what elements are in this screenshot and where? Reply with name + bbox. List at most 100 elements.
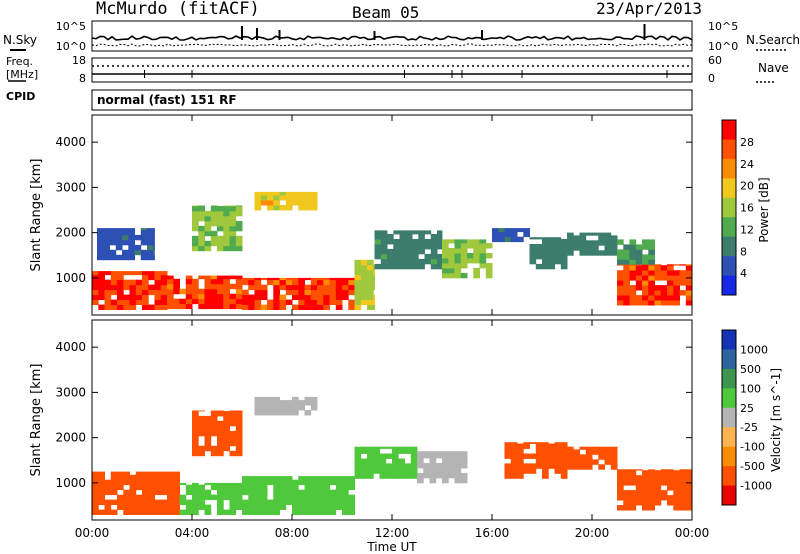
heatmap-cell [323,304,330,310]
heatmap-cell [103,229,110,236]
heatmap-cell [629,469,637,471]
heatmap-cell [635,270,643,276]
heatmap-cell [504,468,512,474]
heatmap-cell [473,267,480,274]
heatmap-cell [629,505,637,511]
heatmap-cell [109,229,117,236]
heatmap-cell [229,499,237,505]
heatmap-cell [298,191,305,196]
heatmap-cell [104,284,112,291]
heatmap-cell [387,234,394,240]
heatmap-cell [160,489,168,496]
heatmap-cell [373,448,380,454]
heatmap-cell [367,294,374,300]
heatmap-cell [629,495,637,501]
colorbar-swatch [722,407,736,428]
heatmap-cell [648,470,655,476]
colorbar-tick-label: 4 [740,267,747,280]
heatmap-cell [610,454,618,460]
heatmap-cell [285,405,293,411]
heatmap-cell [217,450,224,457]
heatmap-cell [267,200,274,206]
heatmap-cell [123,299,130,305]
heatmap-cell [148,499,155,505]
heatmap-cell [135,284,143,291]
heatmap-cell [273,195,280,201]
heatmap-cell [379,468,387,474]
heatmap-cell [92,499,99,505]
heatmap-cell [604,449,612,455]
heatmap-cell [579,240,587,246]
heatmap-cell [579,464,587,470]
heatmap-cell [248,304,255,310]
heatmap-cell [117,294,124,300]
heatmap-cell [454,472,462,479]
heatmap-cell [567,235,574,241]
heatmap-cell [448,458,455,464]
heatmap-cell [423,468,430,474]
heatmap-cell [642,290,649,296]
heatmap-cell [405,253,413,260]
heatmap-cell [304,200,312,206]
heatmap-cell [173,474,180,481]
heatmap-cell [342,279,349,286]
heatmap-cell [229,435,237,442]
heatmap-cell [198,230,205,237]
beam-title: Beam 05 [352,3,419,22]
heatmap-cell [437,244,443,250]
heatmap-cell [192,411,199,417]
date-title: 23/Apr/2013 [596,0,702,18]
heatmap-cell [354,284,362,291]
heatmap-cell [298,504,305,510]
heatmap-cell [242,304,249,310]
heatmap-cell [260,504,268,510]
heatmap-cell [223,278,230,285]
heatmap-cell [642,505,649,511]
heatmap-cell [585,240,593,246]
heatmap-cell [122,254,129,261]
heatmap-cell [92,289,99,296]
heatmap-cell [673,285,680,291]
heatmap-cell [535,443,543,449]
heatmap-cell [210,275,218,280]
colorbar-tick-label: 100 [740,382,761,395]
heatmap-cell [517,458,524,464]
heatmap-cell [604,459,612,465]
heatmap-cell [304,191,312,196]
heatmap-cell [140,249,148,256]
heatmap-cell [654,485,662,491]
heatmap-cell [399,239,407,245]
heatmap-cell [248,509,255,515]
heatmap-cell [167,474,174,481]
heatmap-cell [679,500,687,506]
heatmap-cell [103,234,110,241]
cpid-value: normal (fast) 151 RF [97,93,237,107]
heatmap-cell [122,239,129,246]
heatmap-cell [448,239,455,244]
heatmap-cell [542,458,549,464]
heatmap-cell [173,509,180,515]
heatmap-cell [310,191,318,196]
heatmap-cell [92,471,99,476]
heatmap-cell [654,470,662,476]
heatmap-cell [460,253,468,259]
heatmap-cell [310,504,318,510]
y-tick-label: 2000 [55,226,86,240]
heatmap-cell [623,290,630,296]
heatmap-cell [115,244,123,251]
heatmap-cell [242,479,249,486]
heatmap-cell [148,474,155,481]
heatmap-cell [648,259,655,265]
heatmap-cell [117,271,124,276]
heatmap-cell [348,504,355,510]
heatmap-cell [623,475,630,481]
heatmap-cell [412,239,419,245]
heatmap-cell [535,453,543,459]
heatmap-cell [123,471,130,476]
heatmap-cell [667,300,674,306]
heatmap-cell [210,210,218,217]
heatmap-cell [585,464,593,470]
heatmap-cell [367,304,374,310]
heatmap-cell [210,215,218,222]
heatmap-cell [673,470,680,476]
